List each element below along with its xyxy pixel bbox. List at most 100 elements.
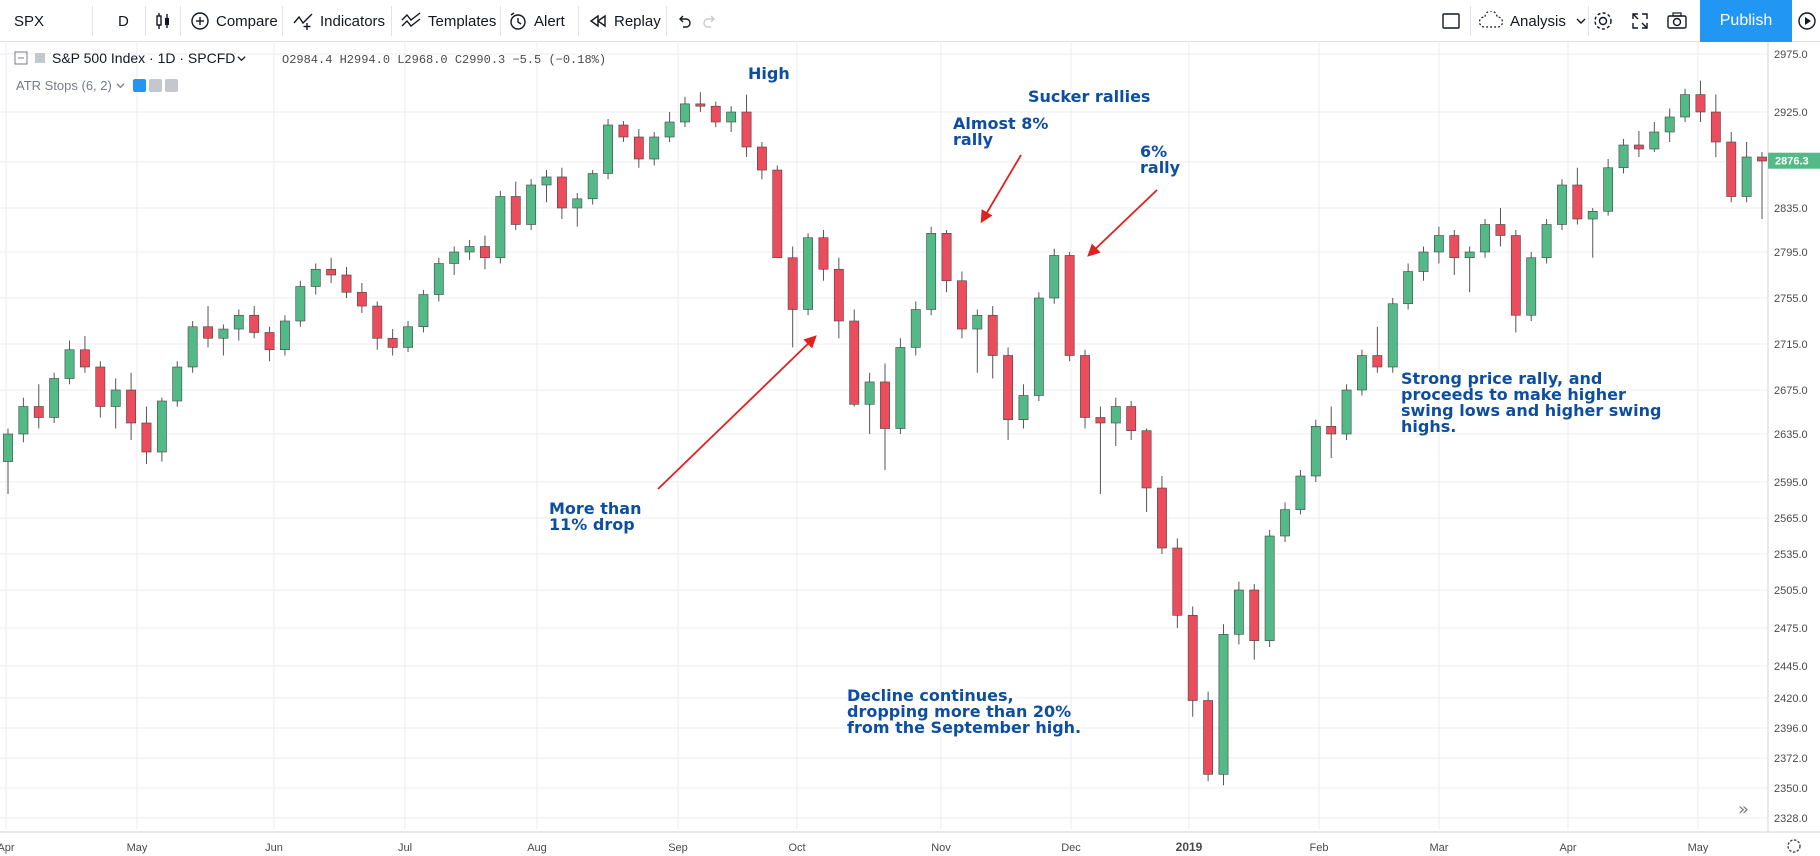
candle: [1603, 159, 1614, 216]
candle-body: [1033, 297, 1044, 396]
candle: [403, 321, 413, 353]
candle: [510, 181, 521, 230]
candle-body: [1649, 131, 1660, 150]
compare-label: Compare: [216, 12, 278, 30]
alert-label: Alert: [534, 12, 565, 30]
candle-body: [1572, 184, 1583, 220]
templates-button[interactable]: Templates: [400, 0, 496, 42]
candle: [1064, 252, 1075, 362]
candle-body: [803, 237, 813, 310]
candle-body: [957, 280, 967, 330]
settings-icon[interactable]: [148, 79, 162, 92]
candle: [1541, 219, 1552, 264]
candle-body: [1526, 257, 1537, 316]
candle: [1095, 406, 1106, 494]
alert-button[interactable]: Alert: [508, 0, 565, 42]
candle-body: [1710, 111, 1721, 143]
chart-style-button[interactable]: [153, 0, 173, 42]
candle-body: [1249, 589, 1260, 641]
redo-button[interactable]: [700, 0, 720, 42]
candle: [1372, 326, 1383, 373]
chevron-down-icon[interactable]: [116, 81, 125, 90]
candle: [1126, 401, 1137, 440]
candle-body: [1003, 355, 1014, 420]
candle-body: [1664, 116, 1675, 133]
top-toolbar: SPX D Compare Indicators Templates Alert…: [0, 0, 1820, 42]
analysis-button[interactable]: Analysis: [1478, 0, 1586, 42]
fullscreen-button[interactable]: [1630, 0, 1650, 42]
price-tick-label: 2635.0: [1774, 429, 1808, 441]
symbol-search[interactable]: SPX: [14, 0, 44, 42]
price-chart[interactable]: 2975.02925.02875.02835.02795.02755.02715…: [0, 42, 1820, 856]
candle: [495, 190, 506, 264]
candle: [680, 96, 690, 127]
candle-body: [1126, 406, 1137, 432]
candle: [1018, 384, 1029, 429]
snapshot-button[interactable]: [1666, 0, 1688, 42]
indicators-button[interactable]: Indicators: [292, 0, 385, 42]
ohlc-readout: O2984.4 H2994.0 L2968.0 C2990.3 −5.5 (−0…: [282, 53, 607, 67]
candle: [418, 289, 429, 333]
candle-body: [95, 366, 106, 407]
price-tick-label: 2396.0: [1774, 723, 1808, 735]
candle: [1357, 349, 1367, 396]
candle-body: [1603, 167, 1614, 212]
candle-body: [1049, 255, 1060, 299]
collapse-icon[interactable]: [14, 51, 28, 65]
candle-body: [187, 326, 198, 368]
compare-button[interactable]: Compare: [190, 0, 278, 42]
candle-body: [695, 103, 706, 107]
candle-body: [110, 389, 121, 407]
candle-body: [756, 146, 767, 171]
chevron-down-icon[interactable]: [237, 54, 246, 63]
price-tick-label: 2975.0: [1774, 49, 1808, 61]
price-tick-label: 2795.0: [1774, 247, 1808, 259]
candle: [572, 193, 583, 227]
visibility-icon[interactable]: [132, 79, 146, 92]
indicator-label[interactable]: ATR Stops (6, 2): [16, 78, 112, 93]
candle-body: [449, 251, 460, 264]
candle-body: [1295, 475, 1306, 510]
candle-body: [664, 121, 675, 138]
candle: [1618, 139, 1629, 174]
candle-body: [1587, 211, 1598, 220]
candle: [1572, 167, 1583, 225]
candle-body: [126, 389, 137, 424]
redo-icon: [700, 11, 720, 31]
candle-body: [880, 381, 890, 429]
candle-body: [249, 314, 260, 333]
time-axis-bg: [0, 832, 1820, 856]
settings-button[interactable]: [1592, 0, 1614, 42]
candle-body: [1695, 94, 1706, 113]
replay-button[interactable]: Replay: [588, 0, 661, 42]
price-tick-label: 2755.0: [1774, 293, 1808, 305]
candle-body: [3, 433, 13, 462]
candle: [710, 101, 721, 127]
undo-button[interactable]: [674, 0, 694, 42]
candle: [695, 92, 706, 112]
candle-body: [1187, 615, 1198, 701]
annotation-8pct-rally: Almost 8% rally: [953, 114, 1049, 149]
price-tick-label: 2675.0: [1774, 385, 1808, 397]
layout-button[interactable]: [1441, 0, 1461, 42]
candle: [1080, 349, 1090, 429]
fullscreen-icon: [1630, 11, 1650, 31]
publish-button[interactable]: Publish: [1700, 0, 1792, 42]
candles-layer: [3, 80, 1767, 786]
interval-button[interactable]: D: [118, 0, 129, 42]
candle-body: [510, 196, 521, 225]
candle: [1757, 152, 1767, 219]
play-button[interactable]: [1797, 0, 1817, 42]
candle: [1033, 292, 1044, 401]
candle: [1326, 406, 1337, 458]
legend-title[interactable]: S&P 500 Index · 1D · SPCFD: [52, 50, 236, 66]
candle-body: [80, 349, 90, 368]
candle-body: [1680, 94, 1690, 118]
candle-body: [680, 103, 690, 123]
close-icon[interactable]: [164, 79, 178, 92]
analysis-label: Analysis: [1510, 12, 1566, 30]
candle-body: [1341, 389, 1352, 435]
candle-body: [926, 233, 937, 310]
candle: [1157, 476, 1167, 554]
svg-text:»: »: [1738, 799, 1749, 820]
